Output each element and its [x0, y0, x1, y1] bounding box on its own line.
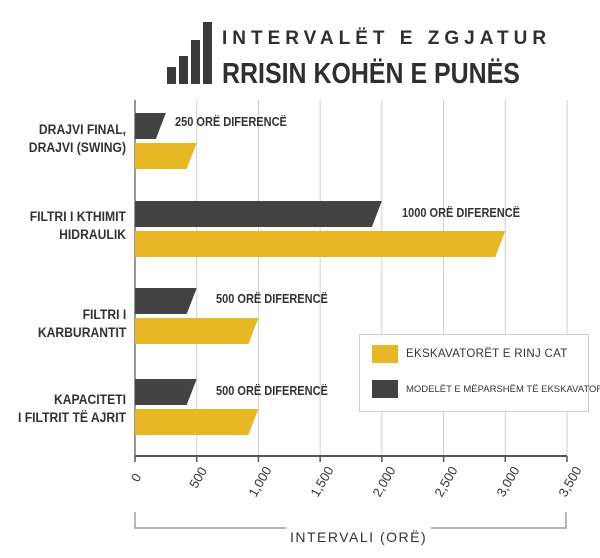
bar-old: [135, 379, 197, 405]
annotation-fuel-filter: 500 ORË DIFERENCË: [216, 292, 328, 306]
category-label-air-filter: KAPACITETI I FILTRIT TË AJRIT: [18, 392, 126, 425]
yellow-swatch-icon: [372, 345, 398, 363]
bar-new: [135, 231, 506, 257]
category-label-final-drive: DRAJVI FINAL, DRAJVI (SWING): [28, 122, 126, 155]
category-label-hydraulic-return-filter: FILTRI I KTHIMIT HIDRAULIK: [29, 209, 126, 242]
x-axis-bracket-left: [134, 512, 286, 529]
x-axis-bracket-right: [431, 512, 567, 529]
bar-new: [135, 318, 259, 344]
annotation-final-drive: 250 ORË DIFERENCË: [175, 115, 287, 129]
category-label-fuel-filter: FILTRI I KARBURANTIT: [37, 307, 126, 340]
legend-label-old: MODELËT E MËPARSHËM TË EKSKAVATORËVE: [406, 383, 600, 395]
bar-chart-logo-icon: [167, 22, 212, 84]
dark-swatch-icon: [372, 380, 398, 398]
legend-item-new: EKSKAVATORËT E RINJ CAT: [372, 345, 568, 363]
bar-old: [135, 201, 382, 227]
bar-old: [135, 113, 166, 139]
bar-old: [135, 288, 197, 314]
annotation-hydraulic-filter: 1000 ORË DIFERENCË: [402, 206, 520, 220]
legend-label-new: EKSKAVATORËT E RINJ CAT: [406, 348, 568, 360]
chart-title: INTERVALËT E ZGJATUR: [222, 28, 552, 49]
bar-new: [135, 409, 259, 435]
bar-new: [135, 143, 197, 169]
legend-item-old: MODELËT E MËPARSHËM TË EKSKAVATORËVE: [372, 380, 600, 398]
chart-subtitle: RRISIN KOHËN E PUNËS: [222, 58, 520, 90]
chart-legend: EKSKAVATORËT E RINJ CAT MODELËT E MËPARS…: [359, 334, 600, 412]
annotation-air-filter: 500 ORË DIFERENCË: [216, 384, 328, 398]
x-axis-label: INTERVALI (ORË): [290, 529, 428, 545]
